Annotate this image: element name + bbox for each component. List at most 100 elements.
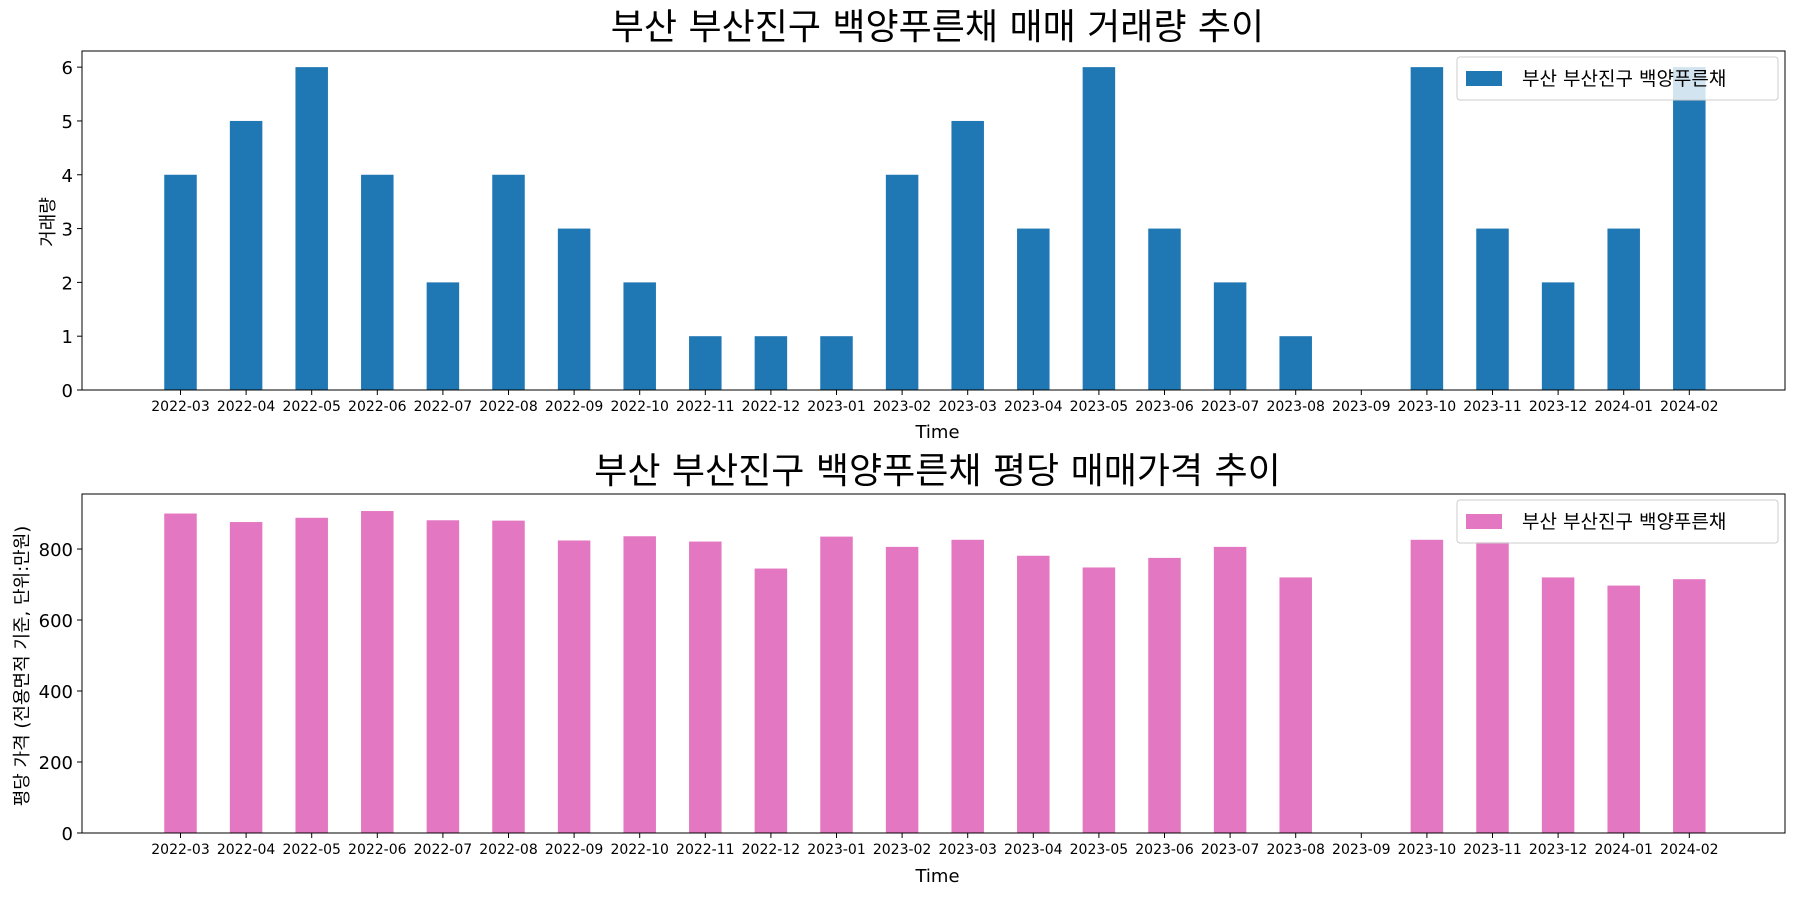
bar-group [164,511,1706,833]
y-ticks: 0 1 2 3 4 5 6 [62,58,82,402]
bar [689,336,722,390]
chart-title: 부산 부산진구 백양푸른채 매매 거래량 추이 [611,7,1264,48]
bar [1541,577,1575,833]
x-tick-label: 2022-03 [151,399,210,415]
y-tick-label: 2 [62,273,73,294]
legend-swatch [1466,514,1502,529]
legend-label: 부산 부산진구 백양푸른채 [1522,68,1726,90]
bar [229,120,263,390]
plot-frame [81,493,1786,834]
bar [1148,228,1181,390]
bar [1082,567,1116,833]
x-tick-label: 2022-07 [414,399,473,415]
y-tick-label: 0 [62,824,73,845]
x-tick-label: 2022-09 [545,842,604,858]
x-ticks: 2022-03 2022-04 2022-05 2022-06 2022-07 2022-… [151,390,1719,415]
x-tick-label: 2023-06 [1135,842,1194,858]
y-tick-label: 600 [39,611,73,632]
bar [1476,541,1509,833]
x-tick-label: 2022-07 [414,842,473,858]
x-tick-label: 2023-05 [1070,399,1129,415]
bar [426,282,460,390]
legend-box [1456,499,1779,544]
x-tick-label: 2024-01 [1594,399,1653,415]
bar [1148,557,1181,833]
bar [1082,67,1116,391]
x-tick-label: 2022-05 [282,399,341,415]
y-tick-label: 5 [62,112,73,133]
bar [951,120,984,390]
x-tick-label: 2023-09 [1332,399,1391,415]
x-tick-label: 2023-12 [1529,842,1588,858]
x-tick-label: 2023-11 [1463,399,1522,415]
bar [820,536,853,833]
x-tick-label: 2023-04 [1004,399,1063,415]
bar [1541,282,1575,390]
bar [1017,228,1050,390]
bar [689,541,722,833]
bar [492,174,525,390]
bar [1213,282,1247,390]
bar [557,540,591,833]
y-tick-label: 0 [62,381,73,402]
x-axis-label: Time [914,422,959,443]
bar [295,517,328,833]
x-ticks: 2022-03 2022-04 2022-05 2022-06 2022-07 2022-… [151,833,1719,858]
x-tick-label: 2023-07 [1201,399,1260,415]
y-ticks: 0 200 400 600 800 [39,540,82,845]
bar [295,67,328,391]
y-tick-label: 1 [62,327,73,348]
x-axis-label: Time [914,866,959,887]
bar [885,174,919,390]
bar [361,174,394,390]
x-tick-label: 2023-08 [1266,399,1325,415]
bar [623,282,656,390]
bar [1476,228,1509,390]
chart-title: 부산 부산진구 백양푸른채 평당 매매가격 추이 [594,451,1281,492]
y-tick-label: 200 [39,753,73,774]
bar [1410,67,1444,391]
bar [426,520,460,833]
x-tick-label: 2022-04 [217,842,276,858]
bar [951,539,984,833]
bar [754,568,788,833]
x-tick-label: 2023-08 [1266,842,1325,858]
bar [557,228,591,390]
legend: 부산 부산진구 백양푸른채 [1456,499,1779,544]
y-tick-label: 800 [39,540,73,561]
x-tick-label: 2023-06 [1135,399,1194,415]
bar [1607,585,1640,833]
x-tick-label: 2022-10 [610,842,669,858]
x-tick-label: 2023-11 [1463,842,1522,858]
x-tick-label: 2024-02 [1660,842,1719,858]
x-tick-label: 2022-06 [348,842,407,858]
bar [1017,555,1050,833]
x-tick-label: 2023-10 [1398,842,1457,858]
x-tick-label: 2024-01 [1594,842,1653,858]
x-tick-label: 2022-03 [151,842,210,858]
bar [754,336,788,390]
x-tick-label: 2024-02 [1660,399,1719,415]
x-tick-label: 2023-05 [1070,842,1129,858]
x-tick-label: 2022-12 [742,399,801,415]
x-tick-label: 2023-02 [873,842,932,858]
y-tick-label: 4 [62,166,73,187]
bar [1673,67,1706,391]
x-tick-label: 2023-01 [807,842,866,858]
bar [361,511,394,833]
y-tick-label: 6 [62,58,73,79]
plot-frame [81,50,1786,391]
x-tick-label: 2022-09 [545,399,604,415]
bar [1279,577,1312,833]
x-tick-label: 2023-07 [1201,842,1260,858]
x-tick-label: 2022-06 [348,399,407,415]
bar-group [164,67,1706,391]
bar [229,522,263,833]
bar [1607,228,1640,390]
volume-chart: 부산 부산진구 백양푸른채 매매 거래량 추이 Time 거래량 2022-03… [38,7,1786,443]
x-tick-label: 2023-10 [1398,399,1457,415]
legend-label: 부산 부산진구 백양푸른채 [1522,511,1726,533]
y-tick-label: 3 [62,220,73,241]
legend: 부산 부산진구 백양푸른채 [1456,56,1779,101]
